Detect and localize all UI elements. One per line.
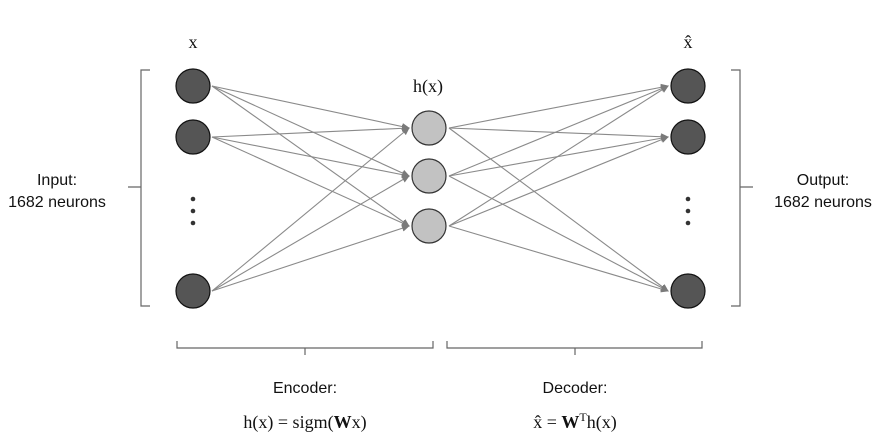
decoder-formula-transpose: T: [579, 410, 587, 424]
decoder-connection: [448, 127, 669, 292]
hidden-layer-symbol: h(x): [413, 76, 443, 97]
hidden-neuron-1: [411, 110, 447, 146]
decoder-connection: [448, 136, 669, 227]
decoder-label: Decoder:: [543, 380, 608, 397]
input-neuron-2: [175, 119, 211, 155]
output-layer-symbol: x̂: [684, 32, 693, 52]
input-layer-symbol: x: [189, 32, 198, 52]
input-ellipsis-dot-3: [190, 220, 196, 226]
decoder-formula-weight: W: [561, 412, 579, 432]
decoder-connection: [448, 127, 669, 141]
encoder-formula-lhs: h(x) = sigm(: [243, 412, 333, 433]
encoder-connection: [211, 136, 410, 179]
output-caption-title: Output:: [797, 172, 849, 189]
encoder-formula: h(x) = sigm(Wx): [243, 412, 366, 433]
input-neuron-1: [175, 68, 211, 104]
output-caption-count: 1682 neurons: [774, 194, 872, 211]
decoder-formula: x̂ = WTh(x): [533, 410, 617, 433]
output-ellipsis-dot-1: [685, 196, 691, 202]
encoder-label: Encoder:: [273, 380, 337, 397]
input-layer-bracket: [128, 69, 150, 307]
output-layer-bracket: [731, 69, 753, 307]
encoder-connection: [211, 136, 410, 227]
encoder-formula-weight: W: [334, 412, 352, 432]
encoder-connection: [211, 224, 410, 292]
output-neuron-1: [670, 68, 706, 104]
input-ellipsis-dot-2: [190, 208, 196, 214]
output-ellipsis-dot-2: [685, 208, 691, 214]
hidden-neuron-3: [411, 208, 447, 244]
input-caption-title: Input:: [37, 172, 77, 189]
connections: [211, 83, 669, 293]
decoder-connection: [448, 225, 669, 293]
encoder-formula-rhs: x): [352, 412, 367, 433]
decoder-connection: [448, 85, 669, 177]
input-neuron-n: [175, 273, 211, 309]
encoder-connection: [211, 85, 410, 177]
hidden-neuron-2: [411, 158, 447, 194]
encoder-bracket: [176, 341, 434, 355]
output-neuron-2: [670, 119, 706, 155]
decoder-connection: [448, 175, 669, 292]
decoder-formula-rhs: h(x): [587, 412, 617, 433]
encoder-connection: [211, 175, 410, 292]
input-caption-count: 1682 neurons: [8, 194, 106, 211]
output-ellipsis-dot-3: [685, 220, 691, 226]
encoder-connection: [211, 85, 410, 130]
encoder-connection: [211, 127, 410, 292]
encoder-connection: [211, 124, 410, 138]
decoder-bracket: [446, 341, 703, 355]
output-neuron-n: [670, 273, 706, 309]
decoder-connection: [448, 85, 669, 227]
decoder-formula-lhs: x̂ =: [533, 412, 561, 432]
input-ellipsis-dot-1: [190, 196, 196, 202]
decoder-connection: [448, 83, 669, 129]
